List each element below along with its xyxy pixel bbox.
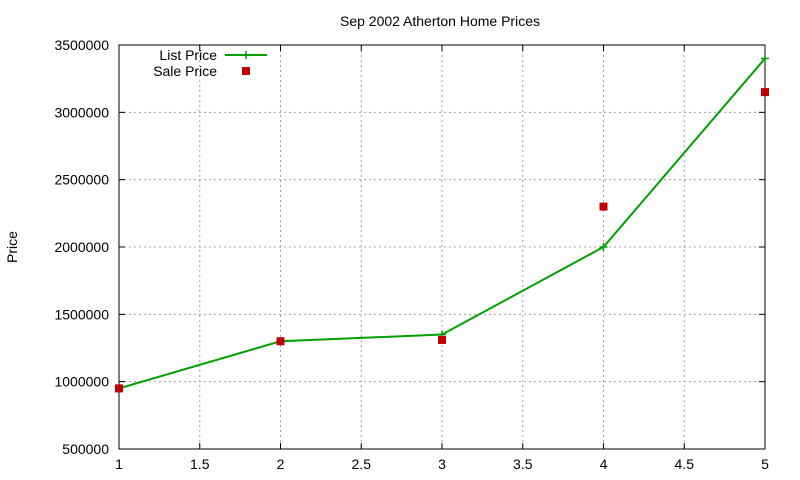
data-point-marker [599, 202, 608, 211]
x-tick-label: 5 [761, 456, 769, 472]
y-tick-label: 2500000 [54, 172, 109, 188]
data-point-marker [276, 337, 285, 346]
x-tick-label: 1 [115, 456, 123, 472]
legend-label: List Price [159, 47, 217, 63]
y-tick-label: 1500000 [54, 306, 109, 322]
grid-lines [119, 45, 765, 449]
y-tick-label: 500000 [62, 441, 109, 457]
y-axis-label: Price [4, 231, 20, 263]
x-tick-label: 4.5 [675, 456, 695, 472]
legend-marker [242, 51, 250, 59]
data-point-marker [438, 335, 446, 344]
series-1 [115, 88, 769, 393]
x-tick-label: 4 [600, 456, 608, 472]
x-tick-label: 2 [277, 456, 285, 472]
x-tick-label: 2.5 [352, 456, 372, 472]
chart-title: Sep 2002 Atherton Home Prices [340, 13, 540, 29]
y-tick-label: 3000000 [54, 104, 109, 120]
data-point-marker [599, 243, 608, 251]
x-tick-label: 3 [438, 456, 446, 472]
y-tick-label: 1000000 [54, 374, 109, 390]
y-tick-label: 2000000 [54, 239, 109, 255]
y-tick-label: 3500000 [54, 37, 109, 53]
data-point-marker [761, 54, 769, 63]
x-tick-label: 3.5 [513, 456, 533, 472]
x-tick-label: 1.5 [190, 456, 210, 472]
axis-ticks: 1 1.5 2 2.5 3 3.5 4 4.5 5 500000 1000000 1500000 200… [54, 37, 769, 472]
series-layer [115, 54, 769, 393]
data-point-marker [761, 88, 769, 97]
legend-marker [242, 67, 250, 75]
legend-label: Sale Price [153, 63, 217, 79]
data-point-marker [115, 384, 123, 393]
